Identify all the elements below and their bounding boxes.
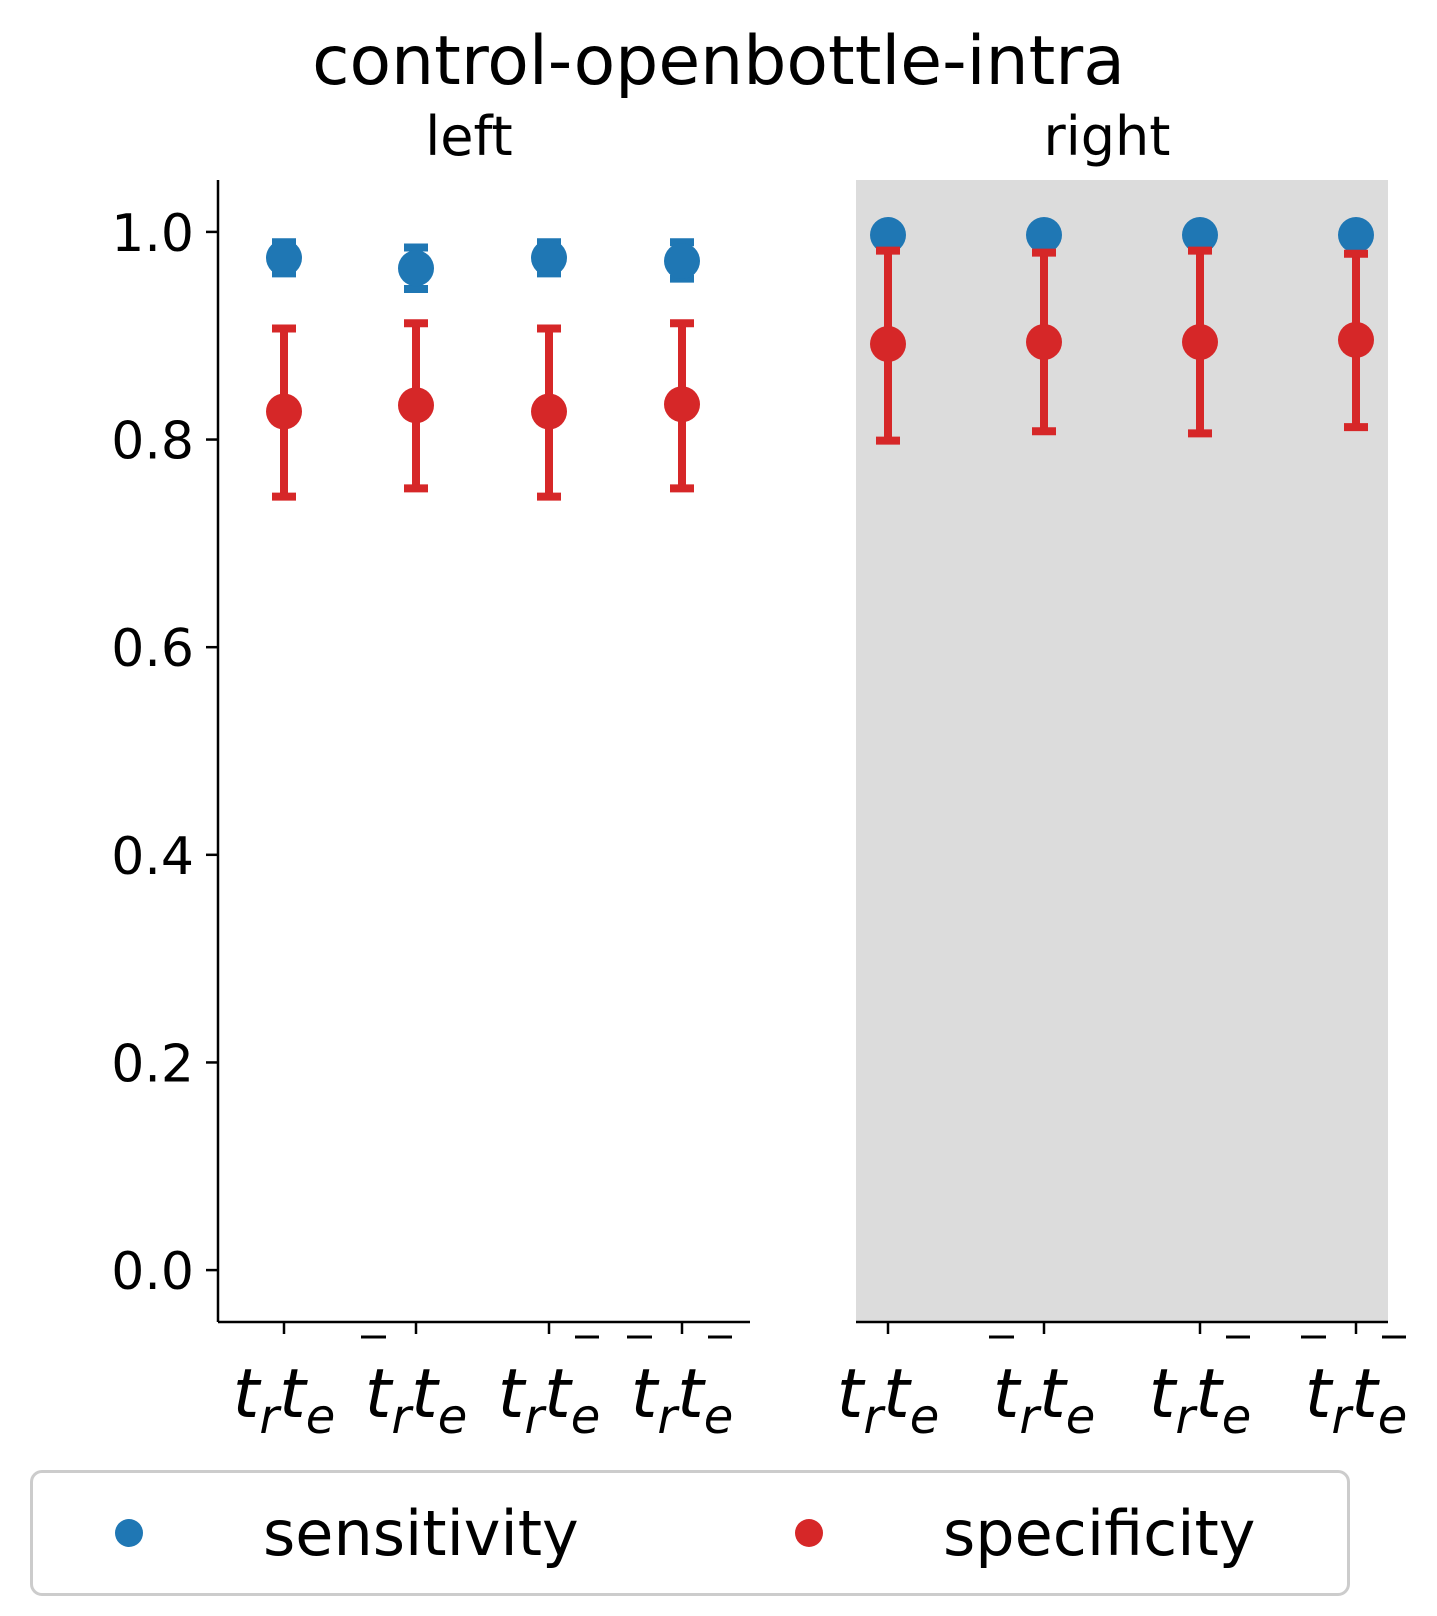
x-tick-label: trte	[1301, 1335, 1408, 1445]
y-tick-label: 0.4	[111, 827, 194, 887]
y-tick-label: 0.6	[111, 619, 194, 679]
svg-text:trte: trte	[837, 1355, 940, 1445]
legend-item-sensitivity: sensitivity	[115, 1473, 579, 1593]
svg-text:trte: trte	[365, 1355, 468, 1445]
point-specificity	[1026, 323, 1062, 360]
point-sensitivity	[1026, 217, 1062, 254]
panel-background	[856, 180, 1388, 1322]
svg-text:trte: trte	[631, 1355, 734, 1445]
point-sensitivity	[531, 239, 567, 276]
point-specificity	[266, 393, 302, 430]
point-specificity	[870, 326, 906, 363]
legend-item-specificity: specificity	[795, 1473, 1255, 1593]
legend-marker-specificity	[795, 1519, 823, 1547]
point-sensitivity	[1182, 217, 1218, 254]
panel-right: right trte trte trte trte	[837, 105, 1408, 1445]
panel-left: left 0.0 0.2 0.4 0.6 0.8 1.0 trte trte trte trte	[111, 105, 750, 1445]
x-tick-label: trte	[498, 1335, 601, 1445]
legend-label-specificity: specificity	[943, 1496, 1256, 1570]
y-tick-label: 0.2	[111, 1034, 194, 1094]
point-sensitivity	[398, 250, 434, 287]
x-tick-label: trte	[627, 1335, 734, 1445]
x-tick-label: trte	[361, 1335, 468, 1445]
point-specificity	[664, 386, 700, 423]
y-tick-label: 0.0	[111, 1242, 194, 1302]
x-tick-label: trte	[837, 1355, 940, 1445]
legend-marker-sensitivity	[115, 1519, 143, 1547]
point-specificity	[1338, 321, 1374, 358]
legend: sensitivity specificity	[30, 1470, 1350, 1596]
point-specificity	[531, 393, 567, 430]
x-tick-label: trte	[1149, 1335, 1252, 1445]
svg-text:trte: trte	[993, 1355, 1096, 1445]
point-specificity	[398, 387, 434, 424]
svg-text:trte: trte	[498, 1355, 601, 1445]
point-sensitivity	[1338, 217, 1374, 254]
point-sensitivity	[664, 242, 700, 279]
legend-label-sensitivity: sensitivity	[263, 1496, 579, 1570]
panel-title-right: right	[1044, 105, 1171, 168]
point-specificity	[1182, 323, 1218, 360]
point-sensitivity	[870, 217, 906, 254]
svg-text:trte: trte	[1149, 1355, 1252, 1445]
svg-text:trte: trte	[233, 1355, 336, 1445]
x-tick-label: trte	[989, 1335, 1096, 1445]
point-sensitivity	[266, 239, 302, 276]
chart-title: control-openbottle-intra	[312, 22, 1125, 101]
x-tick-label: trte	[233, 1355, 336, 1445]
panel-title-left: left	[425, 105, 512, 168]
y-tick-label: 1.0	[111, 204, 194, 264]
y-tick-label: 0.8	[111, 412, 194, 472]
svg-text:trte: trte	[1305, 1355, 1408, 1445]
